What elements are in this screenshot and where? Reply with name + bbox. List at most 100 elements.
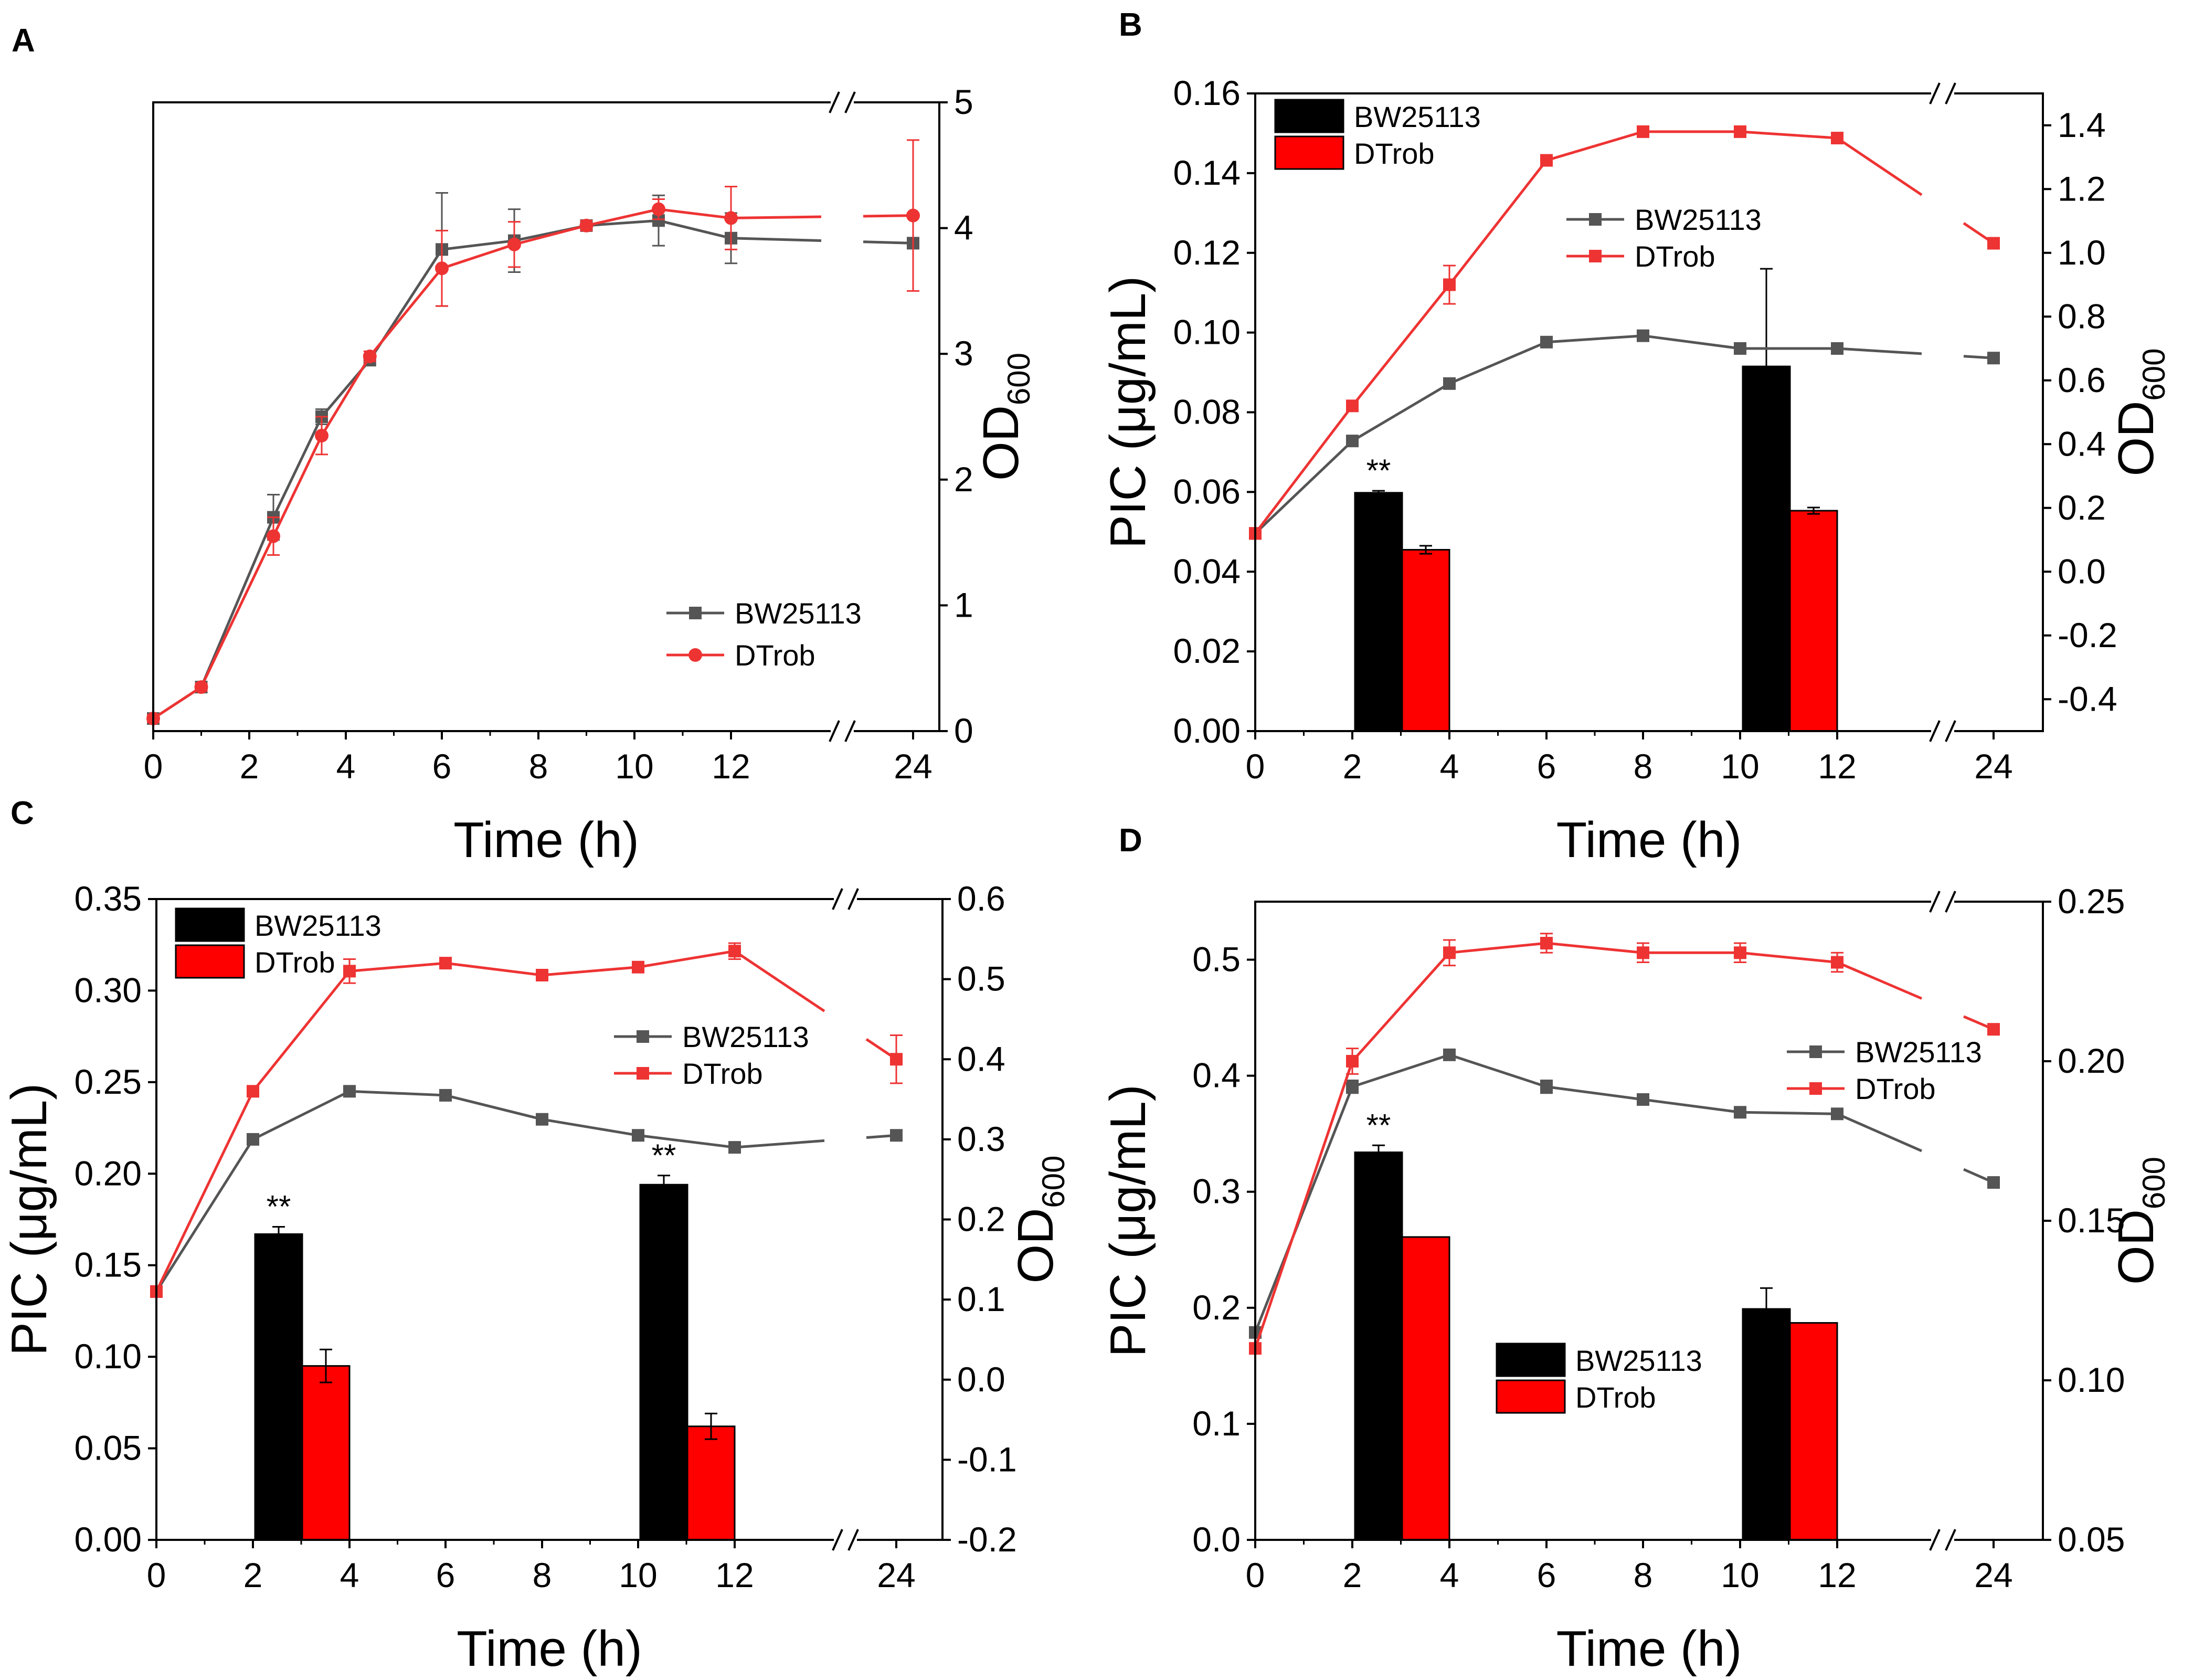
point-dtrob-4h: [1443, 946, 1456, 959]
point-dtrob-24h: [1987, 237, 2000, 250]
bar-error-bw25113-12h: [1760, 268, 1773, 465]
plot-frame: [152, 101, 940, 732]
x-tick-label-6: 6: [436, 1556, 455, 1594]
point-dtrob-6h: [439, 957, 452, 970]
point-dtrob-24h: [906, 208, 920, 223]
point-dtrob-1h: [194, 680, 208, 694]
point-dtrob-2.5h: [267, 529, 280, 543]
axis-break-mark: [829, 720, 856, 742]
point-bw25113-4h: [1443, 1048, 1456, 1061]
line-legend-marker-bw25113: [637, 1030, 649, 1043]
y-right-tick-label-0.8: 0.8: [2058, 297, 2106, 335]
y-left-axis-title: PIC (μg/mL): [1, 1083, 57, 1356]
y-right-axis-title-sub: 600: [1001, 353, 1036, 405]
point-bw25113-24h: [890, 1129, 903, 1142]
significance-label-4h: **: [1366, 1107, 1391, 1143]
bar-bw25113-12h: [639, 1184, 688, 1541]
x-tick-label-12: 12: [1818, 747, 1856, 786]
point-dtrob-10h: [1734, 946, 1746, 959]
line-legend-marker-bw25113: [1809, 1045, 1822, 1058]
bar-bw25113-4h: [1354, 492, 1403, 732]
line-legend-label-bw25113: BW25113: [1855, 1036, 1982, 1069]
bar-dtrob-12h: [1789, 510, 1838, 732]
x-axis-title: Time (h): [1556, 812, 1742, 868]
x-tick-label-10: 10: [1721, 747, 1759, 786]
y-left-tick-label-0.05: 0.05: [75, 1429, 142, 1467]
point-bw25113-4h: [1443, 377, 1456, 390]
line-legend-label-dtrob: DTrob: [1635, 240, 1715, 273]
line-dtrob-tail-left: [734, 950, 825, 1012]
significance-label-12h: **: [652, 1138, 676, 1173]
x-tick-label-0: 0: [1246, 747, 1265, 786]
x-tick-label-4: 4: [1440, 747, 1459, 786]
point-dtrob-2h: [1346, 1055, 1359, 1068]
y-right-tick-label-1: 1: [954, 585, 973, 624]
bar-error-dtrob-4h: [1419, 545, 1432, 555]
point-dtrob-12h: [1831, 132, 1843, 145]
x-tick-label-2: 2: [243, 1556, 263, 1594]
y-left-tick-label-0.30: 0.30: [75, 970, 142, 1009]
y-left-tick-label-0.4: 0.4: [1192, 1056, 1241, 1095]
x-axis-title: Time (h): [457, 1621, 642, 1677]
y-right-axis-title-sub: 600: [2136, 1157, 2171, 1209]
y-right-tick-label-0.6: 0.6: [2058, 361, 2106, 399]
x-tick-label-0: 0: [147, 1556, 166, 1594]
y-left-tick-label-0.12: 0.12: [1173, 233, 1241, 272]
y-right-tick-label-0.15: 0.15: [2058, 1201, 2125, 1240]
bar-bw25113-4h: [1354, 1151, 1403, 1541]
point-dtrob-12h: [724, 211, 738, 225]
x-tick-label-4: 4: [340, 1556, 359, 1594]
line-legend-label-dtrob: DTrob: [1855, 1072, 1936, 1105]
y-right-tick-label-0.4: 0.4: [2058, 424, 2106, 463]
x-tick-label-8: 8: [1634, 1556, 1653, 1594]
line-legend-label-dtrob: DTrob: [682, 1057, 763, 1090]
y-left-tick-label-0.06: 0.06: [1173, 472, 1241, 511]
x-axis-title: Time (h): [453, 812, 639, 868]
y-right-tick-label-0.0: 0.0: [2058, 552, 2106, 590]
y-left-tick-label-0.5: 0.5: [1192, 940, 1241, 979]
x-tick-label-12: 12: [715, 1556, 754, 1594]
line-bw25113-tail-left: [734, 1139, 825, 1149]
point-dtrob-12h: [728, 945, 741, 958]
bar-legend-label-bw25113: BW25113: [255, 909, 382, 942]
point-bw25113-10h: [632, 1129, 644, 1142]
point-dtrob-24h: [890, 1053, 903, 1066]
x-tick-label-24: 24: [894, 747, 932, 786]
panel-letter-d: D: [1119, 822, 1142, 859]
point-dtrob-4h: [1443, 278, 1456, 291]
point-dtrob-24h: [1987, 1023, 2000, 1036]
point-dtrob-10h: [1734, 125, 1746, 138]
y-right-tick-label-0.10: 0.10: [2058, 1360, 2125, 1399]
x-tick-label-10: 10: [1721, 1556, 1759, 1594]
y-left-tick-label-0.1: 0.1: [1192, 1404, 1241, 1443]
y-right-axis-title-main: OD: [1008, 1208, 1064, 1284]
x-tick-label-0: 0: [144, 747, 163, 786]
y-left-tick-label-0.00: 0.00: [75, 1520, 142, 1559]
point-bw25113-2h: [247, 1133, 259, 1146]
bar-dtrob-4h: [301, 1365, 351, 1541]
y-right-tick-label-0.5: 0.5: [957, 959, 1005, 998]
panel-letter-a: A: [12, 23, 35, 59]
bar-error-bw25113-12h: [1760, 1287, 1773, 1331]
bar-legend-label-bw25113: BW25113: [1354, 100, 1481, 133]
x-tick-label-8: 8: [1634, 747, 1653, 786]
y-right-axis-title-main: OD: [2108, 401, 2164, 477]
point-bw25113-10h: [1734, 1106, 1746, 1119]
y-left-tick-label-0.35: 0.35: [75, 879, 142, 918]
point-dtrob-6h: [1540, 937, 1553, 950]
y-right-tick-label-0.2: 0.2: [2058, 488, 2106, 527]
line-bw25113-tail-left: [730, 237, 822, 242]
y-right-tick-label-0.1: 0.1: [957, 1280, 1005, 1318]
x-tick-label-6: 6: [1537, 747, 1556, 786]
y-right-tick-label-5: 5: [954, 82, 973, 121]
y-left-tick-label-0.08: 0.08: [1173, 393, 1241, 431]
y-left-tick-label-0.3: 0.3: [1192, 1172, 1241, 1211]
y-right-tick-label-0.4: 0.4: [957, 1039, 1005, 1078]
bar-legend-label-dtrob: DTrob: [255, 946, 335, 979]
point-bw25113-2h: [1346, 435, 1359, 448]
y-right-tick-label-1.0: 1.0: [2058, 233, 2106, 272]
line-legend-label-bw25113: BW25113: [1635, 203, 1762, 236]
x-tick-label-8: 8: [529, 747, 548, 786]
